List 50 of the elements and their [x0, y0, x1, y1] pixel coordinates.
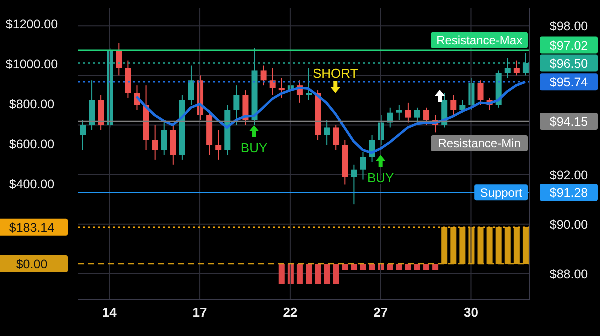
y2-tick-label: $800.00 [9, 98, 55, 112]
y2-tick-label: $183.14 [9, 220, 55, 235]
annotation: BUY [367, 170, 395, 186]
ref-line-label: Resistance-Min [438, 136, 521, 151]
candlestick [152, 124, 158, 160]
candlestick [260, 65, 267, 86]
y-tick-label: $94.15 [550, 115, 588, 130]
candlestick [216, 130, 222, 160]
candlestick [424, 107, 430, 126]
annotation: SHORT [313, 66, 358, 82]
candlestick [478, 80, 484, 106]
ref-line-label: Support [480, 186, 523, 200]
y2-tick-label: $1000.00 [6, 58, 58, 72]
candlestick [460, 100, 466, 114]
x-tick-label: 22 [283, 305, 298, 320]
candlestick [405, 102, 412, 124]
x-tick-label: 27 [374, 305, 388, 320]
candlestick [514, 60, 520, 76]
candlestick [324, 120, 330, 146]
y-tick-label: $91.28 [550, 186, 588, 200]
x-tick-label: 14 [102, 305, 118, 320]
y2-tick-label: $1200.00 [6, 18, 58, 32]
candlestick [80, 120, 86, 151]
candlestick [396, 104, 402, 121]
y-tick-label: $96.50 [550, 56, 588, 71]
candlestick [234, 85, 240, 126]
candlestick [188, 65, 194, 106]
x-tick-label: 30 [464, 305, 478, 320]
candlestick [116, 42, 122, 76]
annotation: BUY [240, 140, 268, 156]
candlestick [450, 95, 457, 116]
candlestick [360, 152, 366, 180]
y2-tick-label: $400.00 [9, 178, 55, 192]
candlestick [333, 124, 340, 151]
y-tick-label: $97.02 [550, 38, 588, 53]
y-tick-label: $90.00 [550, 218, 588, 232]
x-tick-label: 17 [192, 305, 208, 320]
ref-line-label: Resistance-Max [436, 34, 523, 48]
candlestick [387, 107, 394, 128]
y-tick-label: $88.00 [550, 267, 588, 282]
candlestick [278, 78, 285, 98]
candlestick [161, 120, 168, 156]
candlestick [306, 68, 312, 101]
y-tick-label: $98.00 [550, 20, 588, 34]
candlestick [270, 68, 276, 96]
y2-tick-label: $0.00 [16, 258, 48, 272]
candlestick [351, 164, 358, 206]
y2-tick-label: $600.00 [9, 138, 55, 152]
y-tick-label: $92.00 [550, 168, 588, 182]
y-tick-label: $95.74 [550, 76, 588, 90]
